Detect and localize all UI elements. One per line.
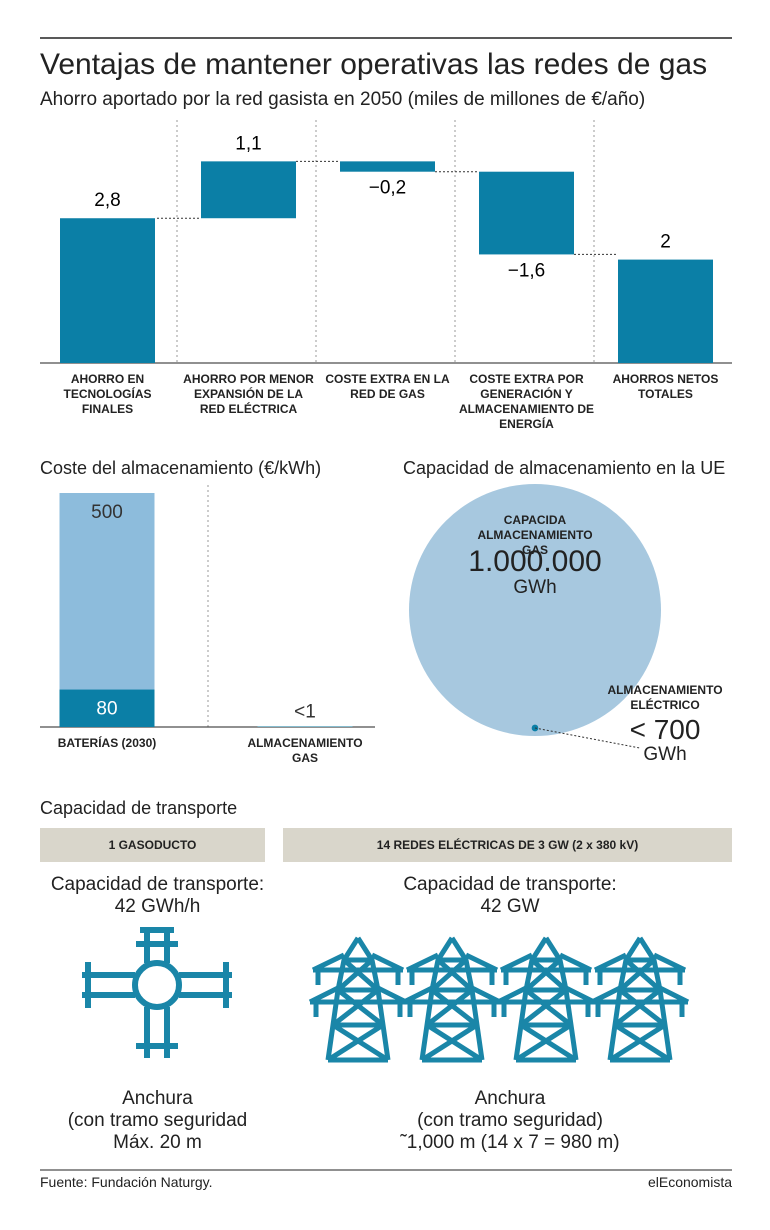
column-header: 1 GASODUCTO (40, 828, 265, 862)
text: ˜1,000 m (14 x 7 = 980 m) (400, 1132, 620, 1153)
text: (con tramo seguridad) (417, 1110, 603, 1131)
capacity: Capacidad de transporte: 42 GWh/h (20, 874, 295, 918)
value-label: 2,8 (94, 190, 120, 211)
value-label: 1,1 (235, 133, 261, 154)
x-tick-label: AHORROS NETOS TOTALES (612, 372, 719, 401)
section-title: Capacidad de transporte (40, 798, 238, 818)
text: Máx. 20 m (113, 1132, 202, 1153)
x-tick-label: COSTE EXTRA POR GENERACIÓN Y ALMACENAMIE… (458, 372, 595, 431)
x-tick-label: ALMACENAMIENTO GAS (247, 736, 363, 765)
text: Anchura (122, 1088, 193, 1109)
chart-title: Ahorro aportado por la red gasista en 20… (40, 89, 646, 110)
chart-title: Coste del almacenamiento (€/kWh) (40, 458, 322, 478)
text: Capacidad de transporte: (403, 874, 617, 895)
dividers (176, 120, 595, 727)
text: (con tramo seguridad (67, 1110, 248, 1131)
bubble-unit: GWh (513, 577, 557, 598)
bubble-value: 1.000.000 (468, 545, 602, 578)
text: Anchura (474, 1088, 546, 1109)
text: Capacidad de transporte: (50, 874, 265, 895)
source: Fuente: Fundación Naturgy. (40, 1174, 213, 1190)
value-label: −1,6 (508, 260, 546, 281)
bubble (409, 484, 661, 736)
bar (60, 218, 155, 363)
x-tick-label: AHORRO EN TECNOLOGÍAS FINALES (63, 372, 152, 416)
width-note: Anchura (con tramo seguridad Máx. 20 m (20, 1088, 295, 1154)
value-label: 500 (91, 502, 123, 523)
bubble-value: < 700 (629, 714, 701, 745)
bar (479, 171, 574, 255)
column-header: 14 REDES ELÉCTRICAS DE 3 GW (2 x 380 kV) (283, 828, 732, 862)
tower-icons (310, 938, 688, 1060)
bar (59, 493, 155, 727)
bar (201, 161, 296, 219)
bar (59, 689, 155, 727)
capacity: Capacidad de transporte: 42 GW (360, 874, 660, 918)
x-tick-label: AHORRO POR MENOR EXPANSIÓN DE LA RED ELÉ… (183, 372, 314, 416)
text: 42 GWh/h (114, 896, 201, 917)
bar (618, 259, 713, 363)
width-note: Anchura (con tramo seguridad) ˜1,000 m (… (360, 1088, 660, 1154)
value-label: −0,2 (369, 178, 407, 199)
chart-title: Capacidad de almacenamiento en la UE (403, 458, 726, 478)
x-tick-label: BATERÍAS (2030) (57, 736, 157, 750)
brand: elEconomista (647, 1174, 732, 1190)
bubble-label: CAPACIDA ALMACENAMIENTO GAS (477, 513, 593, 557)
pipeline-icon (82, 927, 232, 1058)
leader (534, 727, 641, 749)
value-label: 80 (96, 698, 117, 719)
bar (340, 161, 435, 172)
value-label: 2 (660, 232, 671, 253)
page-title: Ventajas de mantener operativas las rede… (40, 48, 708, 81)
value-label: <1 (294, 702, 316, 723)
bubble-unit: GWh (643, 744, 687, 765)
text: 42 GW (480, 896, 540, 917)
bubble-label: ALMACENAMIENTO ELÉCTRICO (607, 683, 723, 712)
x-tick-label: COSTE EXTRA EN LA RED DE GAS (325, 372, 450, 401)
